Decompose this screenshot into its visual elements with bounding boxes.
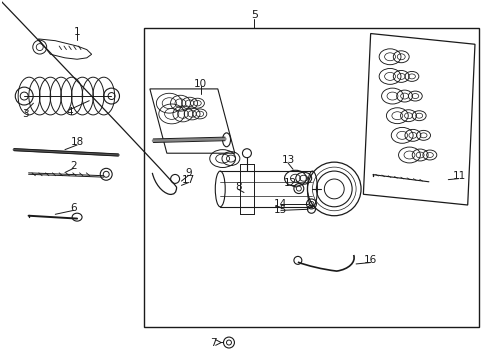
Text: 2: 2 [70, 161, 77, 171]
Text: 3: 3 [22, 109, 28, 119]
Text: 8: 8 [234, 182, 241, 192]
Text: 10: 10 [194, 78, 207, 89]
Text: 6: 6 [70, 203, 77, 213]
Text: 5: 5 [250, 10, 257, 20]
Text: 15: 15 [274, 205, 287, 215]
Text: 11: 11 [451, 171, 465, 181]
Text: 14: 14 [274, 199, 287, 209]
Text: 7: 7 [209, 338, 216, 347]
Text: 17: 17 [182, 175, 195, 185]
Text: 4: 4 [66, 107, 73, 117]
Text: 18: 18 [70, 138, 83, 148]
Text: 13: 13 [281, 156, 294, 165]
Bar [144, 28, 478, 327]
Text: 1: 1 [74, 27, 80, 37]
Text: 16: 16 [363, 255, 377, 265]
Text: 9: 9 [185, 168, 192, 178]
Text: 12: 12 [284, 178, 297, 188]
